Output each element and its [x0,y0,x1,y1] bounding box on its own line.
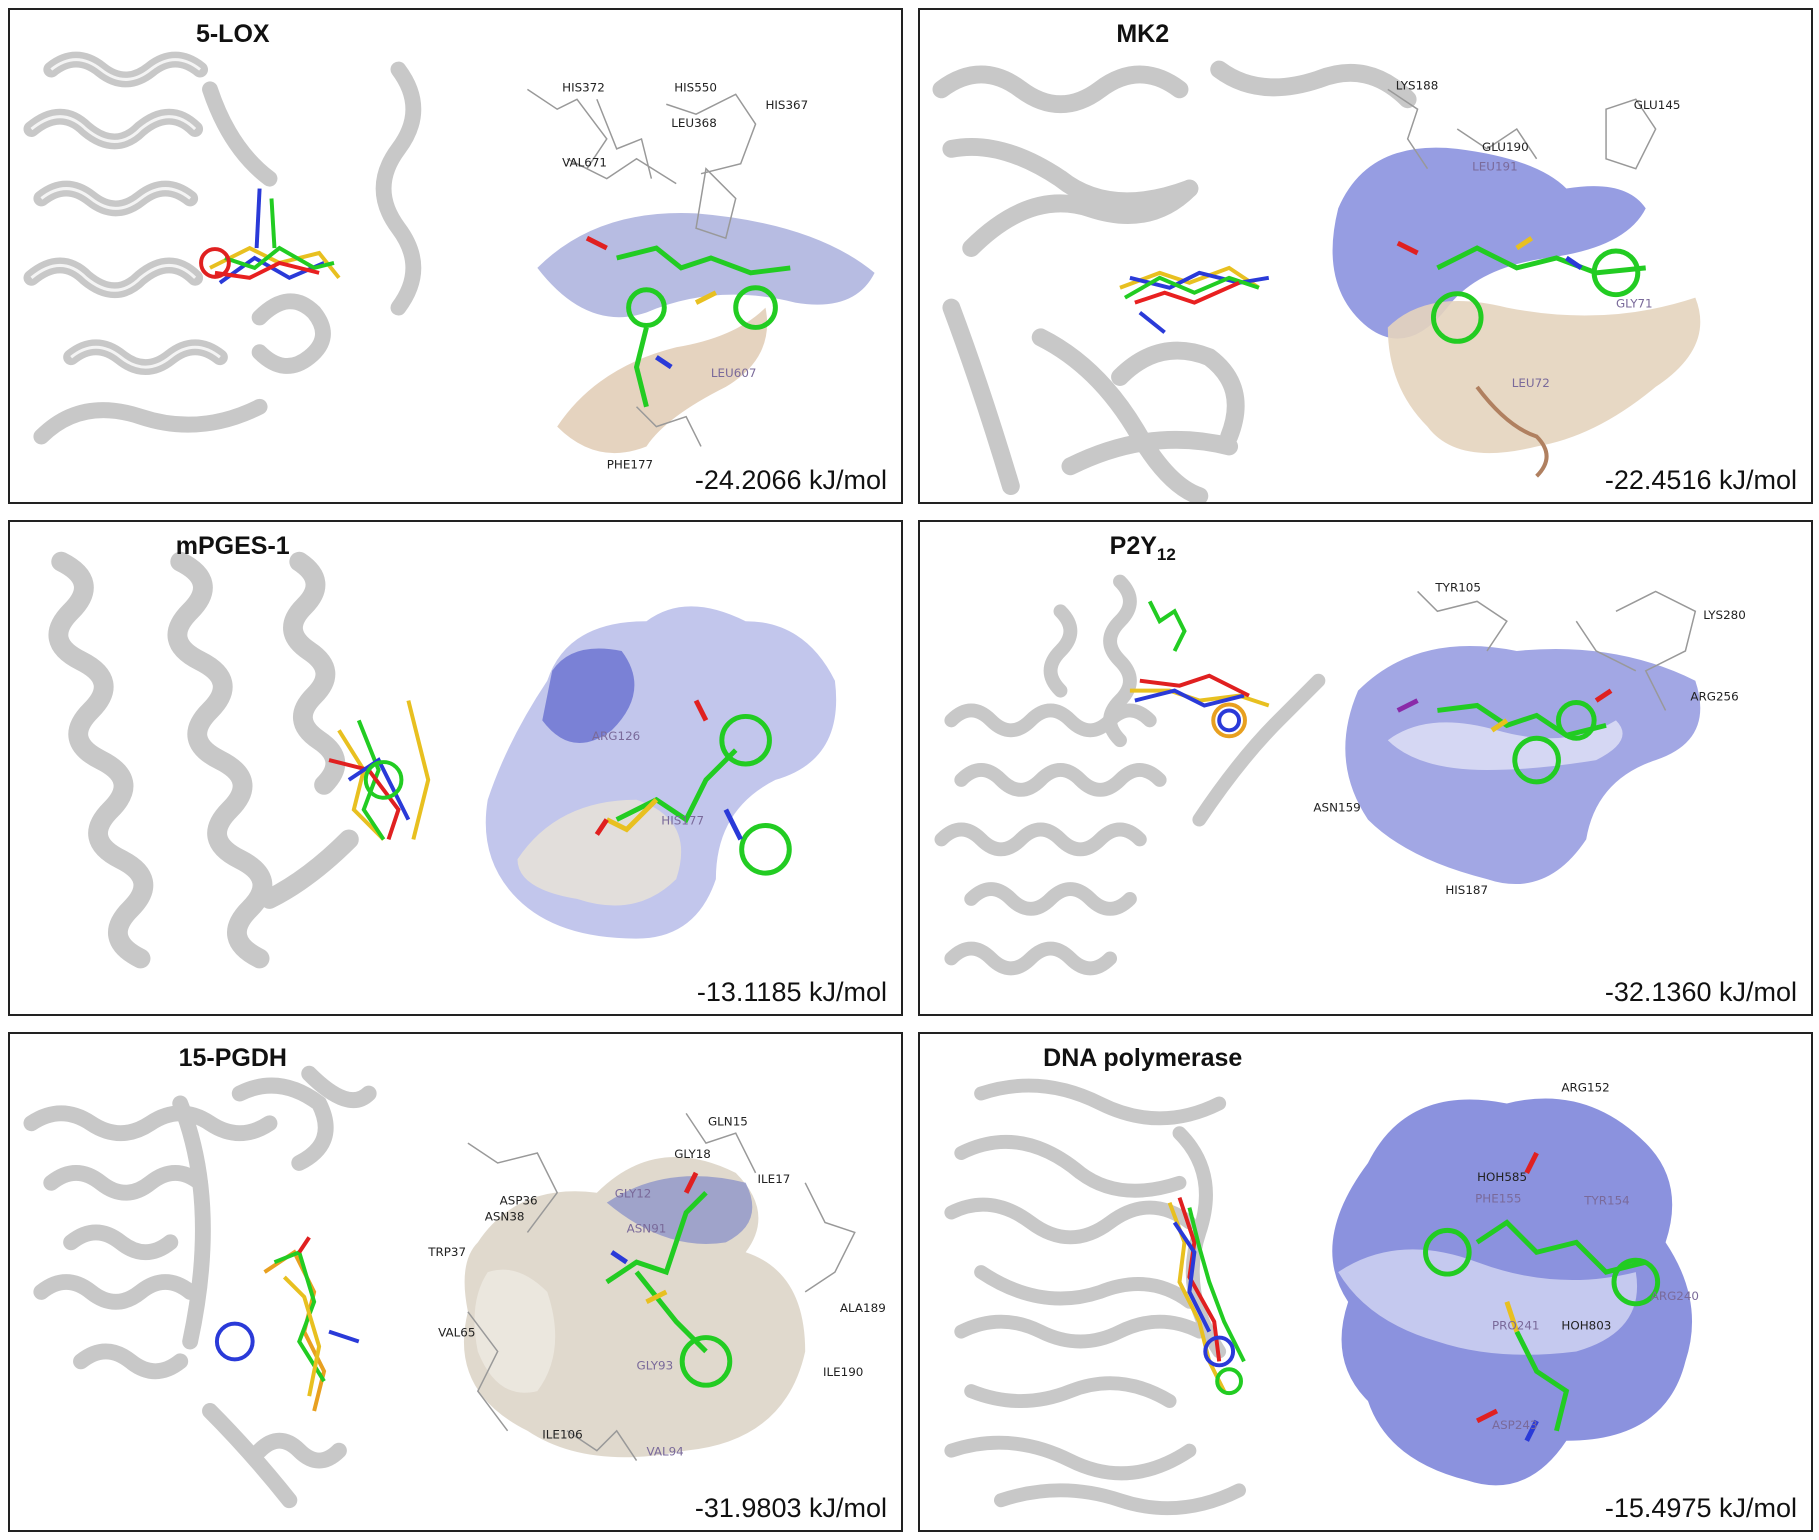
residue-labels: ARG126 HIS177 [592,729,704,827]
ligand-cluster [199,188,341,285]
residue-label: PHE155 [1475,1192,1521,1206]
residue-label: LYS280 [1703,608,1746,622]
residue-label: ILE17 [758,1172,791,1186]
panel-p2y12: TYR105 LYS280 ARG256 ASN159 HIS187 P2Y12… [918,520,1813,1016]
panel-title-text: DNA polymerase [1043,1044,1243,1072]
docking-illustration: HIS372 HIS550 HIS367 LEU368 VAL671 LEU60… [23,51,875,471]
protein-ribbon [23,51,422,445]
residue-label: GLN15 [708,1114,748,1128]
binding-energy: -31.9803 kJ/mol [694,1493,887,1523]
residue-label: PRO241 [1492,1319,1540,1333]
binding-pocket-view [1332,88,1701,478]
residue-label: HIS550 [674,80,717,94]
residue-label: ARG240 [1651,1289,1699,1303]
binding-pocket-view [527,88,875,454]
binding-pocket-view [485,606,837,939]
ligand-cluster [328,700,431,841]
residue-label: HIS187 [1445,883,1488,897]
binding-energy: -24.2066 kJ/mol [694,465,887,495]
residue-label: ASN159 [1313,801,1360,815]
residue-label: ARG256 [1690,690,1738,704]
residue-label: PHE177 [607,457,653,471]
binding-energy: -13.1185 kJ/mol [696,977,887,1007]
residue-labels: LYS188 GLU145 GLU190 LEU191 GLY71 LEU72 [1396,78,1681,390]
residue-label: VAL671 [562,156,607,170]
binding-pocket-view [463,1112,856,1461]
residue-label: GLU190 [1482,140,1529,154]
docking-illustration: TYR105 LYS280 ARG256 ASN159 HIS187 [934,574,1746,976]
panel-title-text: 5-LOX [195,20,270,48]
protein-ribbon [934,574,1326,976]
residue-label: HIS367 [765,98,808,112]
residue-label: LEU72 [1512,376,1550,390]
residue-label: ILE190 [823,1365,863,1379]
residue-label: GLY71 [1616,297,1653,311]
docking-illustration: LYS188 GLU145 GLU190 LEU191 GLY71 LEU72 [932,60,1701,502]
residue-label: TRP37 [427,1245,466,1259]
residue-label: ASP36 [500,1194,538,1208]
residue-label: TYR105 [1434,580,1480,594]
protein-ribbon [48,551,359,969]
protein-ribbon [23,1065,377,1509]
binding-pocket-view [1332,1098,1693,1486]
residue-label: GLU145 [1634,98,1681,112]
residue-label: HIS177 [661,814,704,828]
panel-15pgdh: GLN15 GLY18 ILE17 ASP36 ASN38 GLY12 TRP3… [8,1032,903,1532]
residue-labels: GLN15 GLY18 ILE17 ASP36 ASN38 GLY12 TRP3… [427,1114,886,1458]
panel-title-text: MK2 [1116,20,1170,48]
panel-mpges1: ARG126 HIS177 mPGES-1 -13.1185 kJ/mol [8,520,903,1016]
panel-title: 5-LOX [10,20,456,49]
residue-label: GLY12 [615,1187,652,1201]
residue-label: ASN38 [485,1209,525,1223]
residue-label: LYS188 [1396,78,1439,92]
protein-ribbon [944,1078,1246,1516]
residue-label: ILE106 [542,1428,582,1442]
panel-title: mPGES-1 [10,532,456,561]
ligand-cluster [1119,265,1270,334]
binding-energy: -22.4516 kJ/mol [1604,465,1797,495]
residue-labels: TYR105 LYS280 ARG256 ASN159 HIS187 [1313,580,1745,897]
residue-label: LEU191 [1472,160,1518,174]
residue-label: ASN91 [627,1221,667,1235]
ligand-cluster [1129,600,1270,739]
docking-illustration: GLN15 GLY18 ILE17 ASP36 ASN38 GLY12 TRP3… [23,1065,886,1509]
residue-label: LEU607 [711,366,757,380]
residue-label: GLY18 [674,1147,711,1161]
panel-title-text: 15-PGDH [178,1044,287,1072]
residue-labels: HIS372 HIS550 HIS367 LEU368 VAL671 LEU60… [562,80,808,471]
residue-label: LEU368 [671,116,717,130]
residue-label: ARG152 [1561,1081,1609,1095]
residue-label: VAL94 [646,1445,683,1459]
residue-label: VAL65 [438,1326,475,1340]
binding-pocket-view [1345,590,1701,885]
residue-label: GLY93 [637,1358,674,1372]
panel-title-text: mPGES-1 [175,532,290,560]
binding-energy: -15.4975 kJ/mol [1604,1493,1797,1523]
panel-dna-polymerase: ARG152 HOH585 PHE155 TYR154 ARG240 PRO24… [918,1032,1813,1532]
binding-energy: -32.1360 kJ/mol [1604,977,1797,1007]
residue-labels: ARG152 HOH585 PHE155 TYR154 ARG240 PRO24… [1475,1081,1699,1432]
protein-ribbon [932,60,1417,502]
panel-title-subscript: 12 [1156,545,1176,564]
residue-label: TYR154 [1583,1194,1629,1208]
panel-title: P2Y12 [920,532,1366,565]
residue-label: ALA189 [840,1301,886,1315]
panel-title: DNA polymerase [920,1044,1366,1073]
panel-mk2: LYS188 GLU145 GLU190 LEU191 GLY71 LEU72 … [918,8,1813,504]
residue-label: ASP243 [1492,1418,1538,1432]
panel-5lox: HIS372 HIS550 HIS367 LEU368 VAL671 LEU60… [8,8,903,504]
docking-illustration: ARG126 HIS177 [48,551,837,969]
residue-label: ARG126 [592,729,640,743]
ligand-cluster [214,1236,360,1412]
residue-label: HOH585 [1477,1170,1527,1184]
residue-label: HIS372 [562,80,605,94]
docking-illustration: ARG152 HOH585 PHE155 TYR154 ARG240 PRO24… [944,1078,1699,1516]
panel-title-text: P2Y [1109,532,1157,560]
panel-title: MK2 [920,20,1366,49]
ligand-cluster [1167,1197,1246,1396]
residue-label: HOH803 [1561,1319,1611,1333]
panel-title: 15-PGDH [10,1044,456,1073]
